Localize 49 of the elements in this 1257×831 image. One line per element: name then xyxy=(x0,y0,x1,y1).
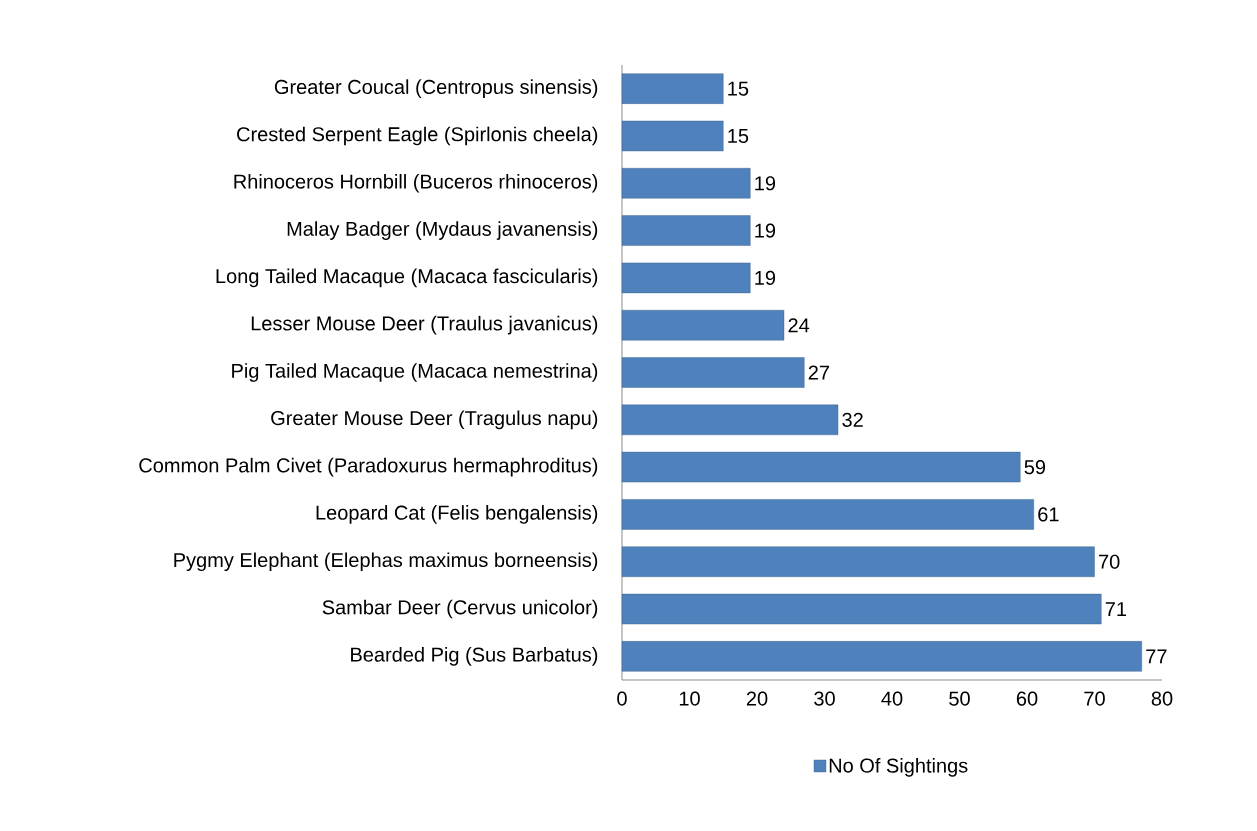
y-tick-label: Lesser Mouse Deer (Traulus javanicus) xyxy=(251,315,598,335)
data-label: 24 xyxy=(788,318,810,333)
data-label: 19 xyxy=(755,223,776,238)
data-label: 61 xyxy=(1038,507,1059,522)
data-label: 32 xyxy=(842,412,863,427)
data-label: 15 xyxy=(728,128,749,143)
y-tick-label: Sambar Deer (Cervus unicolor) xyxy=(322,599,598,619)
bar xyxy=(621,593,1102,625)
data-label: 27 xyxy=(808,365,830,380)
x-tick-label: 10 xyxy=(679,691,700,706)
data-label: 59 xyxy=(1024,460,1046,475)
y-tick-label: Rhinoceros Hornbill (Buceros rhinoceros) xyxy=(234,173,598,193)
bar xyxy=(621,546,1095,577)
data-label: 77 xyxy=(1146,649,1167,664)
x-tick-label: 70 xyxy=(1084,691,1105,706)
x-tick-label: 30 xyxy=(814,691,835,706)
x-tick-label: 50 xyxy=(949,691,970,706)
bar xyxy=(621,120,724,152)
data-label: 71 xyxy=(1105,602,1127,616)
bar xyxy=(621,215,751,246)
x-tick-label: 20 xyxy=(746,691,768,706)
y-tick-label: Malay Badger (Mydaus javanensis) xyxy=(287,221,598,240)
x-tick-label: 40 xyxy=(881,691,903,706)
data-label: 19 xyxy=(755,176,776,191)
y-tick-label: Common Palm Civet (Paradoxurus hermaphroditus) xyxy=(139,457,598,477)
bar xyxy=(621,309,785,341)
bar xyxy=(621,73,724,104)
data-label: 19 xyxy=(755,270,776,285)
bar xyxy=(621,499,1034,530)
y-tick-label: Pig Tailed Macaque (Macaca nemestrina) xyxy=(232,363,598,382)
bar xyxy=(621,451,1021,483)
y-tick-label: Pygmy Elephant (Elephas maximus borneensis) xyxy=(174,552,598,572)
y-tick-label: Leopard Cat (Felis bengalensis) xyxy=(316,505,598,524)
y-tick-label: Bearded Pig (Sus Barbatus) xyxy=(351,647,598,666)
data-label: 70 xyxy=(1099,554,1120,569)
y-tick-label: Greater Coucal (Centropus sinensis) xyxy=(274,79,598,98)
bar xyxy=(621,262,751,294)
x-tick-label: 80 xyxy=(1151,691,1173,706)
x-tick-label: 60 xyxy=(1016,691,1038,706)
y-tick-label: Greater Mouse Deer (Tragulus napu) xyxy=(271,410,598,430)
x-tick-label: 0 xyxy=(617,691,627,706)
bar xyxy=(621,357,805,388)
bar xyxy=(621,168,751,199)
bar xyxy=(621,641,1142,672)
y-tick-label: Long Tailed Macaque (Macaca fascicularis) xyxy=(216,268,598,288)
data-label: 15 xyxy=(728,81,749,96)
y-tick-label: Crested Serpent Eagle (Spirlonis cheela) xyxy=(237,126,598,146)
bar xyxy=(621,404,839,435)
legend-label: No Of Sightings xyxy=(829,757,968,777)
